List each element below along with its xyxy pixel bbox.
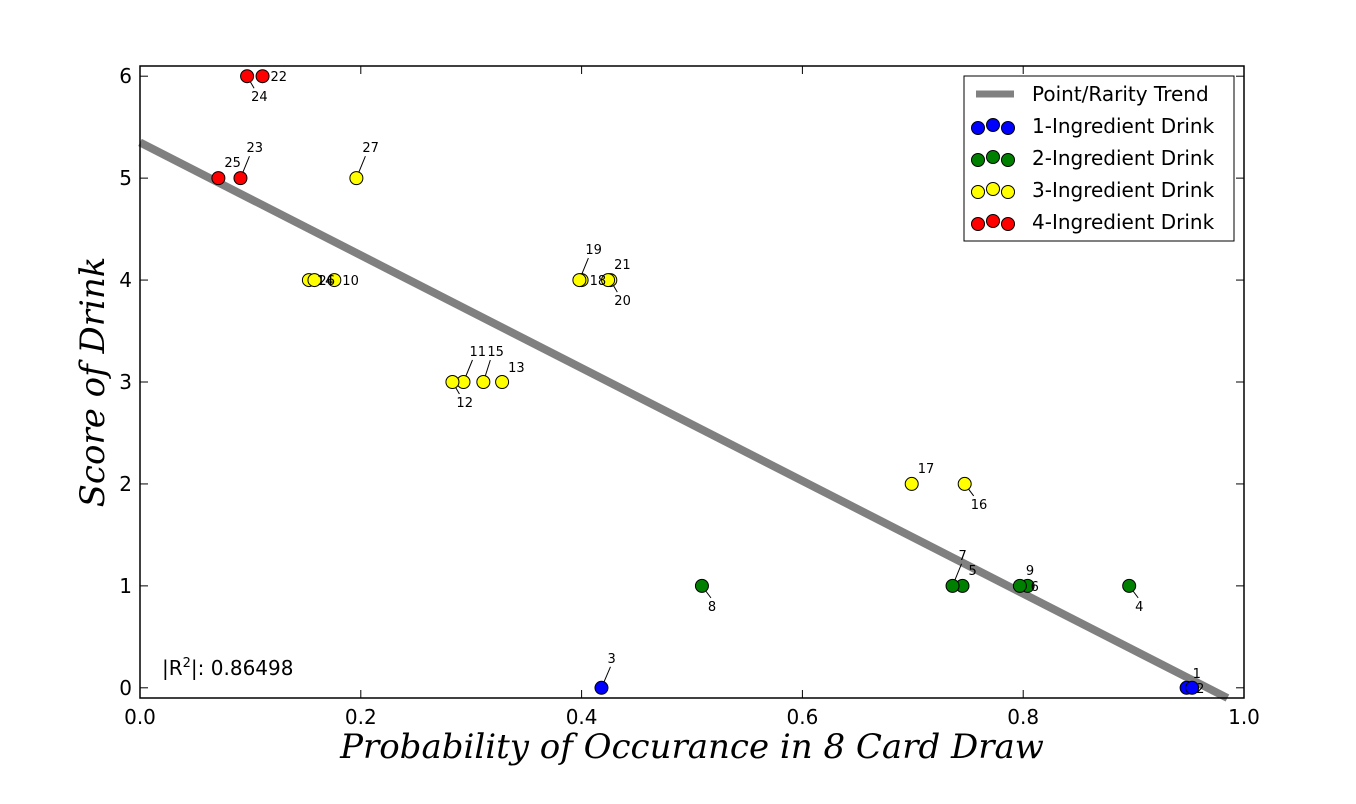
data-point (476, 375, 491, 389)
point-label: 27 (362, 141, 379, 156)
legend-series-label: 4-Ingredient Drink (1032, 210, 1215, 234)
data-point (1122, 578, 1137, 593)
point-label: 21 (614, 258, 631, 273)
legend-marker (986, 182, 1000, 196)
legend-marker (1001, 121, 1015, 135)
data-point (904, 476, 919, 491)
point-label: 16 (971, 498, 988, 513)
point-label: 6 (1031, 580, 1039, 595)
point-label: 24 (251, 90, 268, 105)
trend-layer (138, 138, 1230, 702)
legend-marker (971, 153, 985, 167)
point-label: 22 (271, 70, 288, 85)
x-tick-label: 0.0 (124, 705, 156, 729)
legend-marker (986, 150, 1000, 164)
point-label: 10 (342, 274, 359, 289)
legend-marker (1001, 217, 1015, 231)
point-label: 7 (959, 549, 967, 564)
y-tick-label: 6 (119, 64, 132, 88)
data-point (233, 171, 248, 186)
data-point (211, 171, 226, 186)
x-tick-label: 0.8 (1007, 705, 1039, 729)
point-label: 5 (968, 564, 976, 579)
point-label: 14 (317, 274, 334, 289)
legend-trend-label: Point/Rarity Trend (1032, 82, 1209, 106)
y-axis-title: Score of Drink (73, 257, 113, 508)
data-point (307, 273, 322, 288)
point-label: 12 (456, 396, 473, 411)
point-label: 11 (469, 345, 486, 360)
legend-marker (971, 185, 985, 199)
point-label: 3 (607, 652, 615, 667)
point-label: 2 (1196, 682, 1204, 697)
point-label: 15 (487, 345, 504, 360)
data-point (445, 375, 460, 389)
y-tick-label: 4 (119, 268, 132, 292)
y-tick-label: 0 (119, 676, 132, 700)
x-tick-label: 1.0 (1228, 705, 1260, 729)
r2-value: |: 0.86498 (191, 656, 294, 680)
point-label: 25 (224, 156, 241, 171)
legend-marker (971, 217, 985, 231)
data-point (694, 578, 709, 593)
point-labels: 1234567891011121314151617181920212627222… (224, 70, 1204, 697)
point-label: 19 (585, 243, 602, 258)
data-point (240, 69, 255, 84)
legend-series-label: 3-Ingredient Drink (1032, 178, 1215, 202)
r2-label: |R (162, 656, 183, 680)
r2-superscript: 2 (183, 656, 191, 671)
point-label: 8 (708, 600, 716, 615)
data-point (594, 680, 609, 695)
point-label: 1 (1193, 667, 1201, 682)
legend: Point/Rarity Trend 1-Ingredient Drink 2-In… (963, 75, 1235, 242)
data-point (1185, 680, 1200, 695)
x-tick-label: 0.4 (566, 705, 598, 729)
trend-line (138, 138, 1230, 702)
x-tick-label: 0.6 (786, 705, 818, 729)
legend-series-label: 2-Ingredient Drink (1032, 146, 1215, 170)
data-point (945, 578, 960, 593)
y-tick-label: 3 (119, 370, 132, 394)
x-tick-label: 0.2 (345, 705, 377, 729)
legend-series-label: 1-Ingredient Drink (1032, 114, 1215, 138)
point-label: 13 (508, 361, 525, 376)
legend-marker (1001, 153, 1015, 167)
point-label: 4 (1135, 600, 1143, 615)
point-label: 20 (614, 294, 631, 309)
data-point (349, 171, 364, 186)
data-point (572, 273, 587, 288)
y-tick-label: 1 (119, 574, 132, 598)
legend-marker (986, 214, 1000, 228)
point-label: 17 (918, 462, 935, 477)
point-label: 23 (246, 141, 263, 156)
legend-marker (1001, 185, 1015, 199)
y-tick-label: 2 (119, 472, 132, 496)
legend-marker (986, 118, 1000, 132)
data-point (601, 273, 616, 288)
x-axis-title: Probability of Occurance in 8 Card Draw (339, 727, 1044, 767)
point-label: 26 (318, 274, 335, 289)
data-point (327, 273, 342, 288)
legend-marker (971, 121, 985, 135)
data-point (255, 69, 270, 84)
data-point (1012, 578, 1027, 593)
data-point (495, 375, 510, 389)
data-point (957, 476, 972, 491)
r2-annotation: |R2|: 0.86498 (162, 656, 293, 680)
y-tick-label: 5 (119, 166, 132, 190)
data-points (211, 69, 1200, 695)
point-label: 18 (590, 274, 607, 289)
point-label: 9 (1026, 564, 1034, 579)
